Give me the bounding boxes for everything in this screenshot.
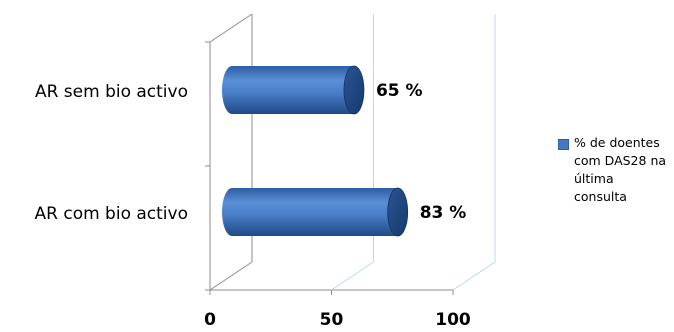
bar-start-cap bbox=[222, 188, 242, 236]
gridline-floor bbox=[331, 261, 374, 291]
legend: % de doentes com DAS28 na última consult… bbox=[558, 134, 670, 206]
bar bbox=[222, 65, 365, 115]
legend-label: % de doentes com DAS28 na última consult… bbox=[574, 135, 667, 204]
category-label: AR sem bio activo bbox=[35, 82, 188, 102]
bar-start-cap bbox=[222, 66, 242, 114]
bar bbox=[222, 187, 409, 237]
data-label: 65 % bbox=[376, 81, 423, 101]
legend-swatch bbox=[558, 139, 569, 150]
category-label: AR com bio activo bbox=[35, 204, 189, 224]
gridline-floor bbox=[452, 261, 496, 291]
floor-left-edge bbox=[209, 261, 253, 291]
x-tick-label: 0 bbox=[204, 310, 216, 330]
bar-body bbox=[232, 188, 398, 236]
gridlines bbox=[331, 14, 496, 291]
bar-end-cap bbox=[343, 65, 365, 115]
data-label: 83 % bbox=[420, 203, 467, 223]
bar-body bbox=[232, 66, 354, 114]
bars bbox=[222, 65, 409, 237]
x-tick-label: 100 bbox=[435, 310, 471, 330]
bar-end-cap bbox=[387, 187, 409, 237]
x-axis-ticks: 0 50 100 bbox=[204, 290, 471, 330]
x-tick-label: 50 bbox=[320, 310, 344, 330]
left-wall-top-edge bbox=[209, 13, 253, 43]
chart-frame bbox=[205, 13, 453, 291]
labels: AR sem bio activo 65 % AR com bio activo 83… bbox=[35, 81, 467, 224]
